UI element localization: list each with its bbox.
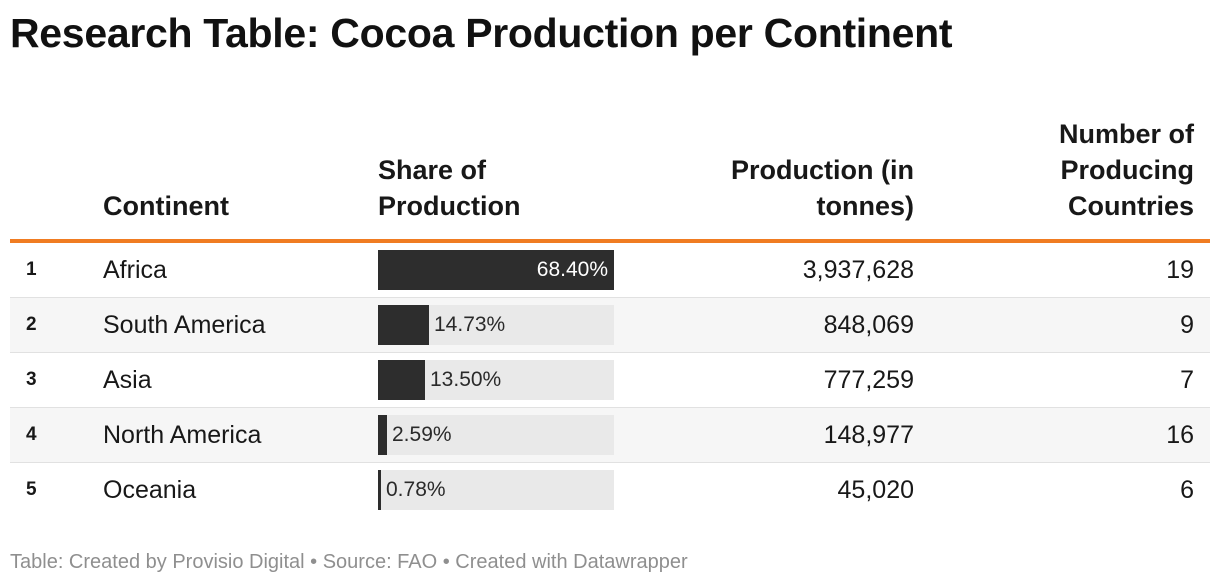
page-title: Research Table: Cocoa Production per Con… xyxy=(10,10,953,56)
share-value-label: 14.73% xyxy=(434,313,506,336)
continent-name: North America xyxy=(103,421,262,449)
row-rank: 3 xyxy=(26,369,37,390)
share-bar-track: 68.40% xyxy=(378,250,614,290)
share-bar xyxy=(378,470,381,510)
production-value: 848,069 xyxy=(823,311,914,339)
column-header-production[interactable]: Production (in tonnes) xyxy=(731,155,914,221)
production-value: 777,259 xyxy=(823,366,914,394)
share-bar xyxy=(378,305,429,345)
continent-name: South America xyxy=(103,311,266,339)
continent-name: Asia xyxy=(103,366,152,394)
share-value-label: 13.50% xyxy=(430,368,502,391)
share-bar xyxy=(378,360,425,400)
continent-name: Africa xyxy=(103,256,167,284)
share-bar-track: 0.78% xyxy=(378,470,614,510)
column-header-share[interactable]: Share of Production xyxy=(378,155,521,221)
table-body: 1 Africa 68.40% 3,937,628 19 2 South America 14… xyxy=(10,243,1210,517)
table-row: 1 Africa 68.40% 3,937,628 19 xyxy=(10,243,1210,298)
country-count-value: 16 xyxy=(1166,421,1194,449)
share-bar-track: 13.50% xyxy=(378,360,614,400)
row-rank: 2 xyxy=(26,314,37,335)
production-value: 3,937,628 xyxy=(802,256,914,284)
share-value-label: 2.59% xyxy=(392,423,452,446)
table-row: 3 Asia 13.50% 777,259 7 xyxy=(10,353,1210,408)
column-header-countries[interactable]: Number of Producing Countries xyxy=(1059,119,1194,221)
column-header-continent[interactable]: Continent xyxy=(103,191,229,221)
row-rank: 5 xyxy=(26,479,37,500)
table-row: 4 North America 2.59% 148,977 16 xyxy=(10,408,1210,463)
production-value: 148,977 xyxy=(823,421,914,449)
share-bar-track: 2.59% xyxy=(378,415,614,455)
share-bar xyxy=(378,415,387,455)
row-rank: 4 xyxy=(26,424,37,445)
country-count-value: 6 xyxy=(1180,476,1194,504)
country-count-value: 19 xyxy=(1166,256,1194,284)
share-value-label: 0.78% xyxy=(386,478,446,501)
share-value-label: 68.40% xyxy=(536,258,608,281)
table-row: 2 South America 14.73% 848,069 9 xyxy=(10,298,1210,353)
share-bar-track: 14.73% xyxy=(378,305,614,345)
country-count-value: 7 xyxy=(1180,366,1194,394)
table-header: Continent Share of Production Production… xyxy=(10,110,1210,240)
continent-name: Oceania xyxy=(103,476,197,504)
row-rank: 1 xyxy=(26,259,37,280)
header-divider xyxy=(10,239,1210,243)
country-count-value: 9 xyxy=(1180,311,1194,339)
table-footer: Table: Created by Provisio Digital • Sou… xyxy=(10,551,688,573)
share-bar xyxy=(378,250,614,290)
production-value: 45,020 xyxy=(837,476,914,504)
table-row: 5 Oceania 0.78% 45,020 6 xyxy=(10,463,1210,517)
